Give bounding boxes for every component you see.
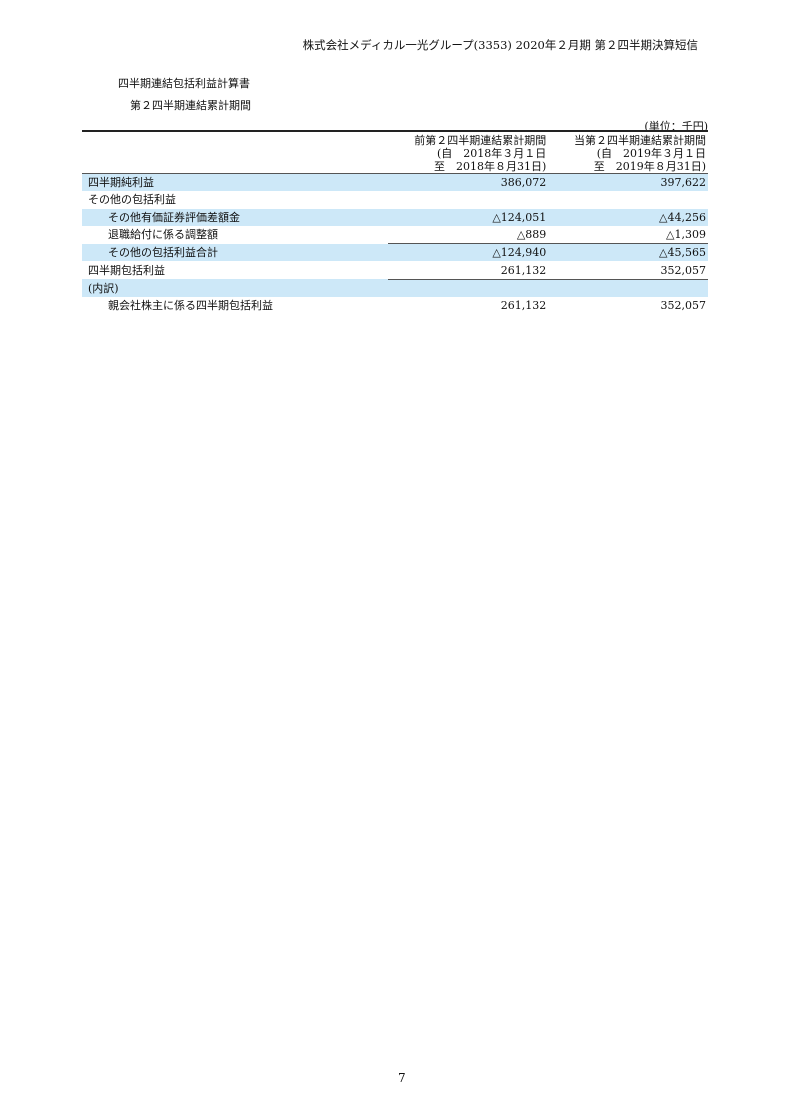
table-header-row: 前第２四半期連結累計期間 (自 2018年３月１日 至 2018年８月31日) …: [82, 131, 708, 174]
row-value-prev: △124,051: [388, 208, 549, 226]
row-value-curr: 397,622: [548, 173, 708, 192]
row-label: 四半期純利益: [82, 173, 389, 192]
row-value-curr: △45,565: [548, 243, 708, 262]
row-value-curr: [548, 278, 708, 298]
row-value-prev: △124,940: [388, 243, 549, 262]
header-blank: [82, 131, 389, 174]
row-value-curr: 352,057: [660, 299, 707, 313]
table-row: その他の包括利益: [82, 191, 708, 208]
statement-subtitle: 第２四半期連結累計期間: [130, 99, 251, 112]
table-row: 退職給付に係る調整額 △889 △1,309: [82, 226, 708, 244]
row-label: その他の包括利益: [88, 193, 176, 207]
column-header-line: 前第２四半期連結累計期間: [414, 134, 547, 147]
row-label: その他有価証券評価差額金: [82, 208, 389, 226]
row-value-prev: △889: [516, 228, 547, 242]
row-value-prev: 386,072: [388, 173, 549, 192]
table-row: 四半期包括利益 261,132 352,057: [82, 261, 708, 279]
column-header-line: 至 2018年８月31日): [434, 160, 547, 173]
column-header-prev: 前第２四半期連結累計期間 (自 2018年３月１日 至 2018年８月31日): [388, 131, 549, 174]
table-row: その他有価証券評価差額金 △124,051 △44,256: [82, 208, 708, 226]
row-value-prev: [388, 191, 548, 208]
column-header-line: 当第２四半期連結累計期間: [574, 134, 706, 147]
row-value-curr: 352,057: [660, 263, 707, 277]
row-value-prev: 261,132: [500, 299, 547, 313]
row-label: 退職給付に係る調整額: [108, 228, 218, 242]
table-row: その他の包括利益合計 △124,940 △45,565: [82, 243, 708, 262]
unit-label: (単位：千円): [644, 120, 708, 133]
statement-title: 四半期連結包括利益計算書: [118, 77, 250, 90]
row-label: 親会社株主に係る四半期包括利益: [108, 299, 273, 313]
row-value-prev: 261,132: [500, 263, 547, 277]
table-row: 四半期純利益 386,072 397,622: [82, 173, 708, 192]
row-label: (内訳): [82, 279, 389, 298]
column-header-line: 至 2019年８月31日): [593, 160, 706, 173]
row-value-curr: [548, 191, 708, 208]
page-header: 株式会社メディカル一光グループ(3353) 2020年２月期 第２四半期決算短信: [302, 38, 698, 52]
row-value-prev: [388, 278, 549, 298]
column-header-line: (自 2018年３月１日: [437, 147, 547, 160]
comprehensive-income-table: 前第２四半期連結累計期間 (自 2018年３月１日 至 2018年８月31日) …: [82, 130, 708, 314]
table-row: (内訳): [82, 278, 708, 298]
row-label: その他の包括利益合計: [82, 243, 389, 262]
row-value-curr: △44,256: [548, 208, 708, 226]
row-label: 四半期包括利益: [88, 263, 165, 277]
page-number: 7: [398, 1071, 406, 1085]
column-header-line: (自 2019年３月１日: [596, 147, 706, 160]
table-row: 親会社株主に係る四半期包括利益 261,132 352,057: [82, 297, 708, 314]
column-header-curr: 当第２四半期連結累計期間 (自 2019年３月１日 至 2019年８月31日): [548, 131, 708, 174]
row-value-curr: △1,309: [666, 228, 706, 242]
